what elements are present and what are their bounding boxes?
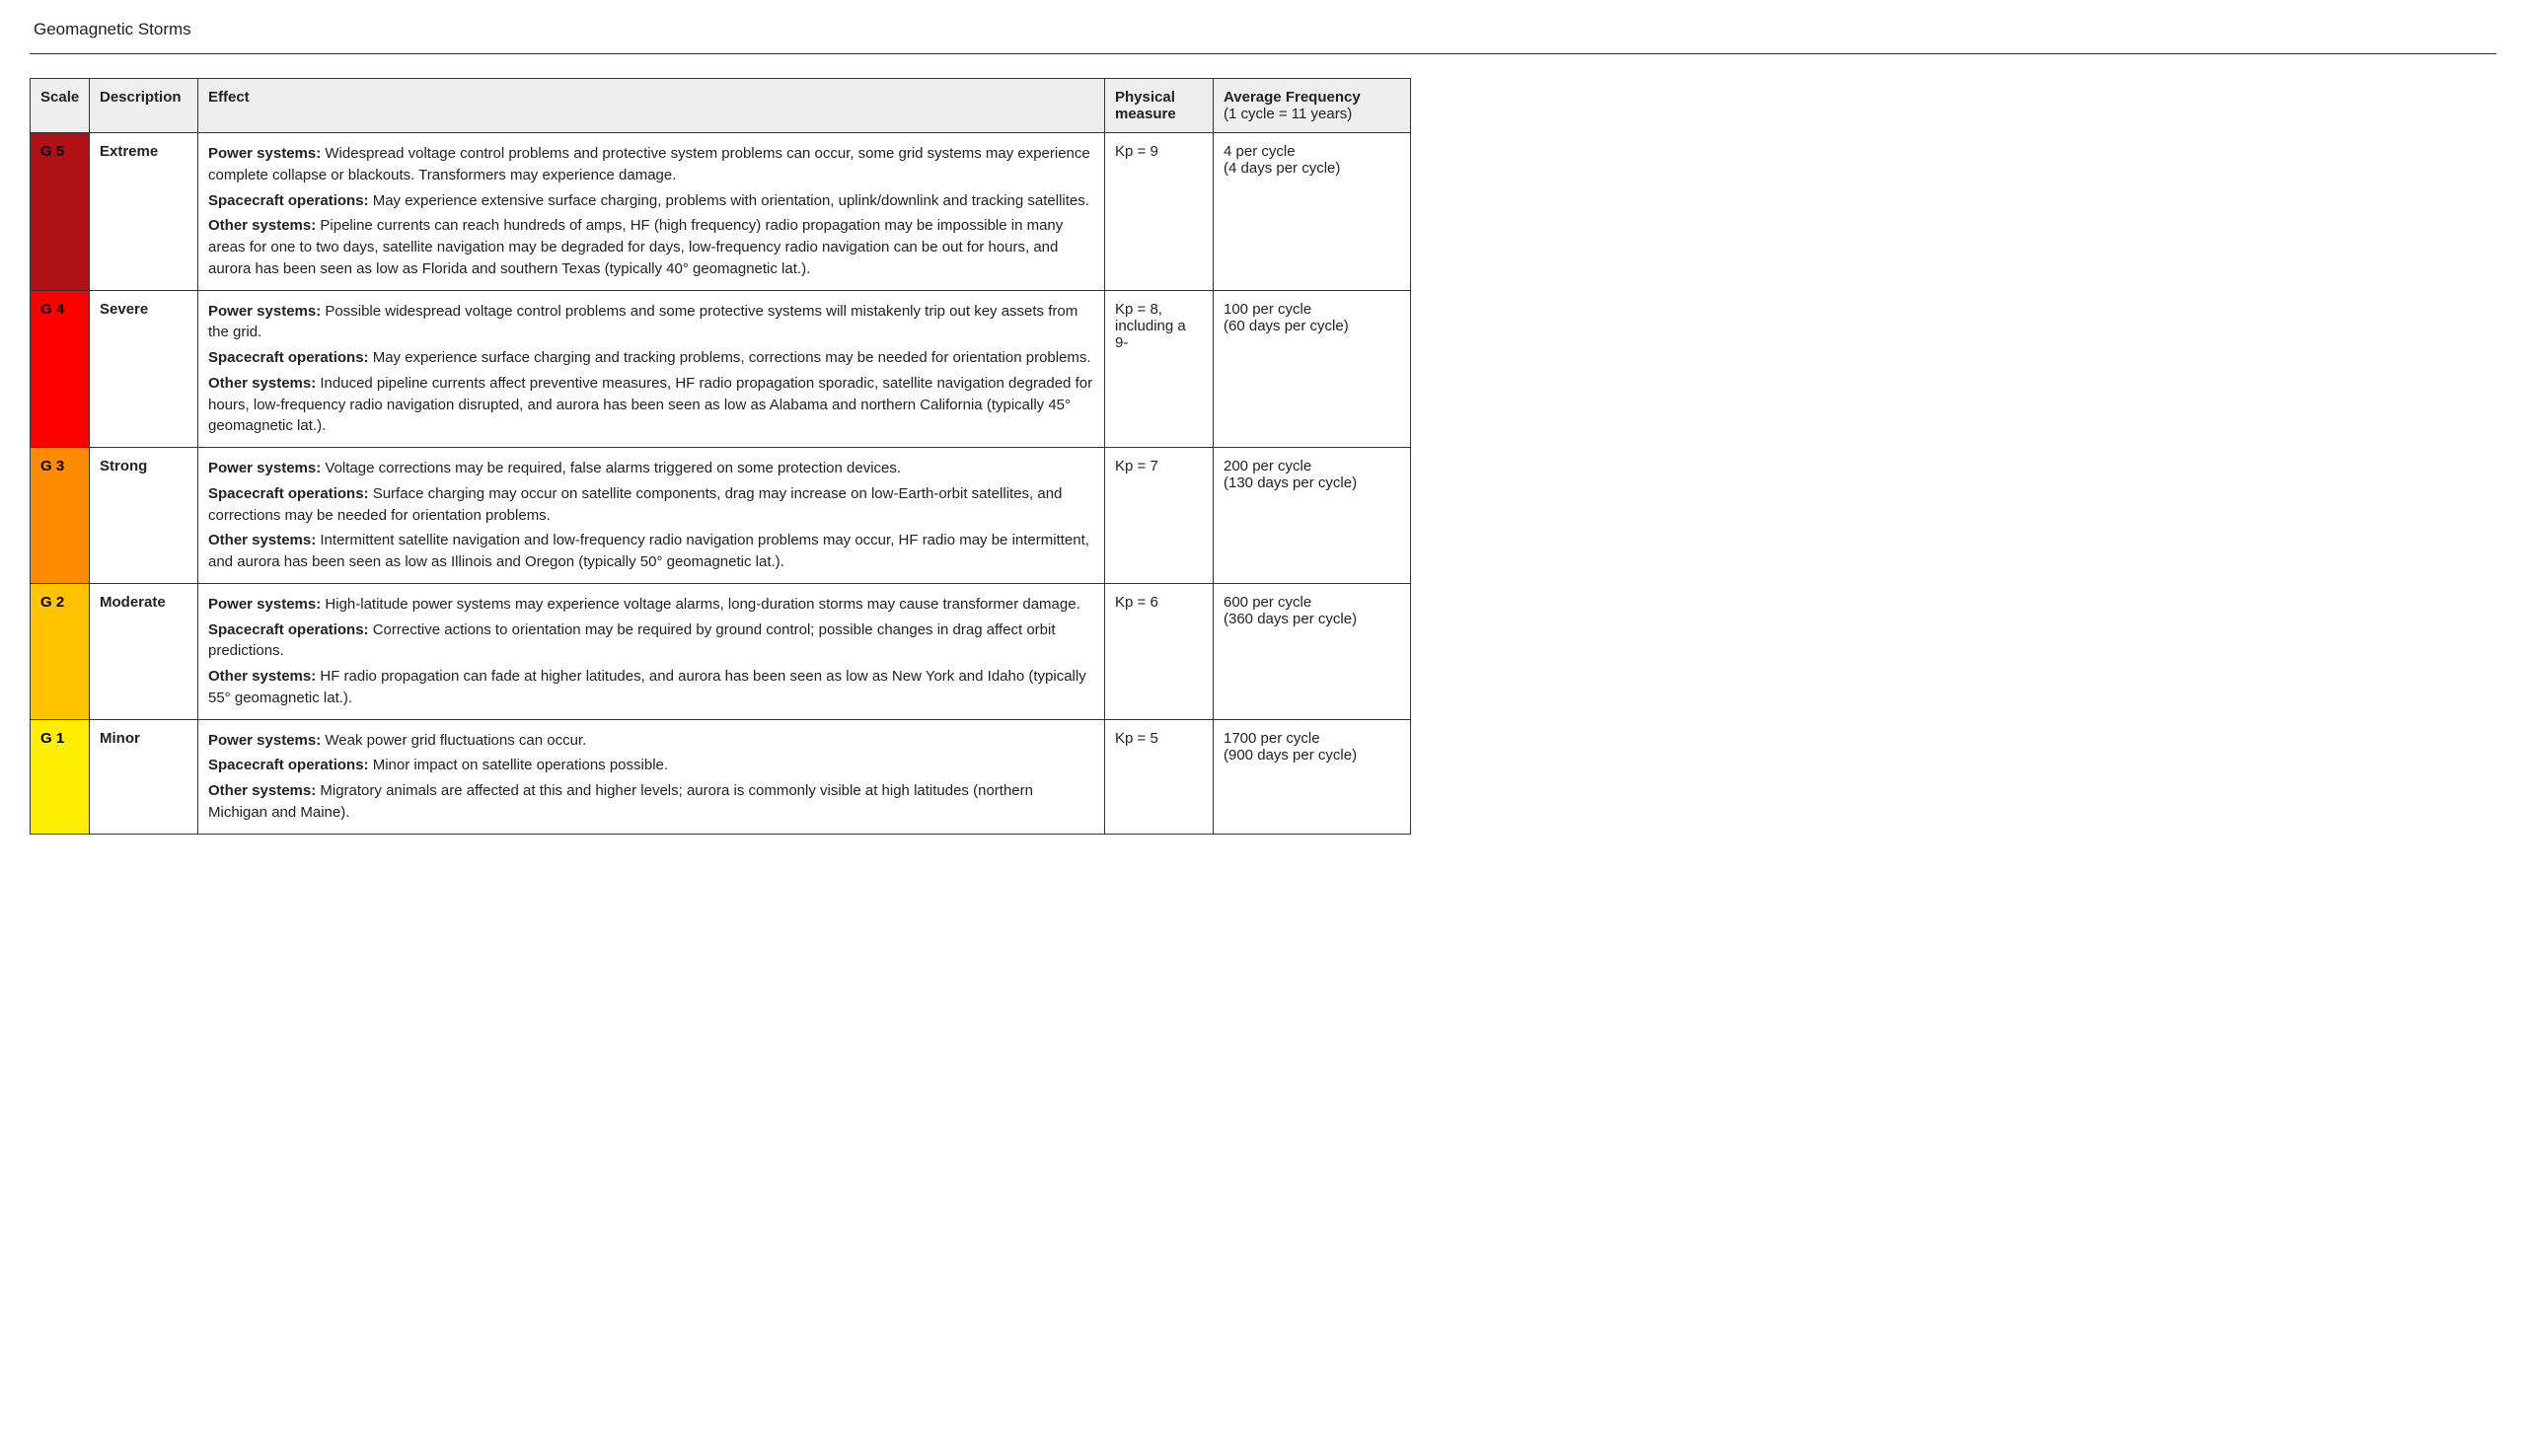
- frequency-sub: (360 days per cycle): [1224, 611, 1400, 627]
- effect-spacecraft: Spacecraft operations: Surface charging …: [208, 483, 1094, 527]
- effect-power-label: Power systems:: [208, 303, 321, 320]
- frequency-cell: 4 per cycle (4 days per cycle): [1214, 133, 1411, 291]
- effect-power: Power systems: Possible widespread volta…: [208, 301, 1094, 344]
- scale-cell: G 1: [31, 719, 90, 834]
- effect-power-label: Power systems:: [208, 460, 321, 476]
- measure-cell: Kp = 7: [1105, 448, 1214, 584]
- frequency-main: 100 per cycle: [1224, 301, 1311, 318]
- description-cell: Strong: [90, 448, 198, 584]
- effect-other: Other systems: Migratory animals are aff…: [208, 780, 1094, 824]
- effect-spacecraft-label: Spacecraft operations:: [208, 349, 369, 366]
- effect-cell: Power systems: Widespread voltage contro…: [198, 133, 1105, 291]
- scale-label: G 3: [40, 458, 64, 474]
- effect-spacecraft-text: Minor impact on satellite operations pos…: [369, 757, 669, 773]
- table-row: G 4 Severe Power systems: Possible wides…: [31, 290, 1411, 448]
- effect-other-text: Induced pipeline currents affect prevent…: [208, 375, 1092, 435]
- divider: [30, 53, 2496, 54]
- scale-cell: G 5: [31, 133, 90, 291]
- geomagnetic-table: Scale Description Effect Physical measur…: [30, 78, 1411, 835]
- effect-power-text: High-latitude power systems may experien…: [321, 596, 1080, 613]
- effect-power-text: Weak power grid fluctuations can occur.: [321, 732, 586, 749]
- effect-other-label: Other systems:: [208, 375, 316, 392]
- frequency-main: 4 per cycle: [1224, 143, 1296, 160]
- effect-power: Power systems: Weak power grid fluctuati…: [208, 730, 1094, 752]
- frequency-main: 200 per cycle: [1224, 458, 1311, 474]
- effect-spacecraft: Spacecraft operations: May experience su…: [208, 347, 1094, 369]
- effect-other-label: Other systems:: [208, 668, 316, 685]
- frequency-cell: 600 per cycle (360 days per cycle): [1214, 583, 1411, 719]
- table-row: G 3 Strong Power systems: Voltage correc…: [31, 448, 1411, 584]
- scale-label: G 2: [40, 594, 64, 611]
- effect-cell: Power systems: Weak power grid fluctuati…: [198, 719, 1105, 834]
- frequency-sub: (4 days per cycle): [1224, 160, 1400, 177]
- frequency-cell: 1700 per cycle (900 days per cycle): [1214, 719, 1411, 834]
- scale-cell: G 4: [31, 290, 90, 448]
- effect-power-label: Power systems:: [208, 732, 321, 749]
- header-measure: Physical measure: [1105, 79, 1214, 133]
- effect-spacecraft-label: Spacecraft operations:: [208, 485, 369, 502]
- effect-spacecraft-label: Spacecraft operations:: [208, 621, 369, 638]
- effect-power-text: Voltage corrections may be required, fal…: [321, 460, 901, 476]
- effect-spacecraft-label: Spacecraft operations:: [208, 757, 369, 773]
- scale-label: G 1: [40, 730, 64, 747]
- description-cell: Minor: [90, 719, 198, 834]
- scale-label: G 4: [40, 301, 64, 318]
- effect-spacecraft-text: May experience extensive surface chargin…: [369, 192, 1089, 209]
- effect-power-label: Power systems:: [208, 596, 321, 613]
- header-effect: Effect: [198, 79, 1105, 133]
- effect-power: Power systems: High-latitude power syste…: [208, 594, 1094, 616]
- description-cell: Severe: [90, 290, 198, 448]
- effect-other: Other systems: Pipeline currents can rea…: [208, 215, 1094, 279]
- header-scale: Scale: [31, 79, 90, 133]
- measure-cell: Kp = 5: [1105, 719, 1214, 834]
- measure-cell: Kp = 8, including a 9-: [1105, 290, 1214, 448]
- table-row: G 1 Minor Power systems: Weak power grid…: [31, 719, 1411, 834]
- effect-other-text: Intermittent satellite navigation and lo…: [208, 532, 1089, 570]
- frequency-sub: (900 days per cycle): [1224, 747, 1400, 764]
- effect-cell: Power systems: Possible widespread volta…: [198, 290, 1105, 448]
- frequency-main: 600 per cycle: [1224, 594, 1311, 611]
- table-row: G 5 Extreme Power systems: Widespread vo…: [31, 133, 1411, 291]
- effect-other-label: Other systems:: [208, 217, 316, 234]
- header-frequency: Average Frequency (1 cycle = 11 years): [1214, 79, 1411, 133]
- page-title: Geomagnetic Storms: [34, 20, 2496, 39]
- frequency-cell: 100 per cycle (60 days per cycle): [1214, 290, 1411, 448]
- scale-cell: G 3: [31, 448, 90, 584]
- table-row: G 2 Moderate Power systems: High-latitud…: [31, 583, 1411, 719]
- description-cell: Moderate: [90, 583, 198, 719]
- effect-other-label: Other systems:: [208, 782, 316, 799]
- measure-cell: Kp = 9: [1105, 133, 1214, 291]
- effect-other: Other systems: Intermittent satellite na…: [208, 530, 1094, 573]
- effect-power-label: Power systems:: [208, 145, 321, 162]
- effect-other: Other systems: Induced pipeline currents…: [208, 373, 1094, 437]
- scale-cell: G 2: [31, 583, 90, 719]
- effect-other-text: HF radio propagation can fade at higher …: [208, 668, 1086, 706]
- effect-power: Power systems: Voltage corrections may b…: [208, 458, 1094, 479]
- effect-spacecraft: Spacecraft operations: Minor impact on s…: [208, 755, 1094, 776]
- effect-spacecraft: Spacecraft operations: Corrective action…: [208, 619, 1094, 663]
- effect-power-text: Widespread voltage control problems and …: [208, 145, 1090, 183]
- effect-other: Other systems: HF radio propagation can …: [208, 666, 1094, 709]
- effect-spacecraft-text: May experience surface charging and trac…: [369, 349, 1091, 366]
- effect-power: Power systems: Widespread voltage contro…: [208, 143, 1094, 186]
- effect-other-label: Other systems:: [208, 532, 316, 548]
- effect-power-text: Possible widespread voltage control prob…: [208, 303, 1077, 341]
- header-frequency-sub: (1 cycle = 11 years): [1224, 106, 1400, 122]
- table-header-row: Scale Description Effect Physical measur…: [31, 79, 1411, 133]
- effect-cell: Power systems: Voltage corrections may b…: [198, 448, 1105, 584]
- measure-cell: Kp = 6: [1105, 583, 1214, 719]
- frequency-cell: 200 per cycle (130 days per cycle): [1214, 448, 1411, 584]
- header-frequency-main: Average Frequency: [1224, 89, 1361, 106]
- description-cell: Extreme: [90, 133, 198, 291]
- frequency-sub: (130 days per cycle): [1224, 474, 1400, 491]
- effect-spacecraft: Spacecraft operations: May experience ex…: [208, 190, 1094, 212]
- effect-cell: Power systems: High-latitude power syste…: [198, 583, 1105, 719]
- frequency-main: 1700 per cycle: [1224, 730, 1320, 747]
- effect-other-text: Migratory animals are affected at this a…: [208, 782, 1033, 821]
- effect-other-text: Pipeline currents can reach hundreds of …: [208, 217, 1063, 277]
- frequency-sub: (60 days per cycle): [1224, 318, 1400, 334]
- scale-label: G 5: [40, 143, 64, 160]
- effect-spacecraft-label: Spacecraft operations:: [208, 192, 369, 209]
- header-description: Description: [90, 79, 198, 133]
